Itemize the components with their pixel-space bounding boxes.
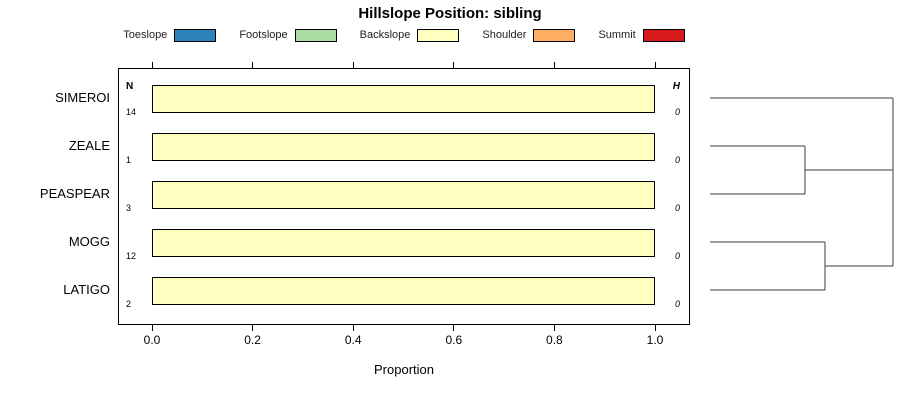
column-header-n: N [126,81,134,92]
series-label-latigo: LATIGO [63,282,110,297]
legend-label: Toeslope [123,29,168,41]
proportion-bar [152,181,655,209]
x-tick-label: 0.0 [143,333,161,347]
bar-segment-backslope [153,134,654,160]
pedon-count: 2 [126,299,132,309]
axis-tick [252,325,254,331]
x-axis-label: Proportion [374,362,434,377]
axis-tick [453,62,455,68]
legend-swatch-backslope [417,28,460,42]
legend-swatch-toeslope [174,28,217,42]
entropy-value: 0 [674,203,680,213]
x-tick-label: 0.2 [244,333,261,347]
legend-label: Shoulder [482,29,527,41]
entropy-value: 0 [674,107,680,117]
bar-row: 1 0 [119,133,689,167]
x-tick-label: 0.8 [546,333,563,347]
axis-tick [553,325,555,331]
legend-swatch-summit [642,28,685,42]
series-label-mogg: MOGG [68,234,110,249]
dendrogram [710,97,894,291]
series-label-peaspear: PEASPEAR [39,186,110,201]
legend: Toeslope Footslope Backslope Shoulder Su… [118,27,690,43]
axis-tick [553,62,555,68]
bar-row: 2 0 [119,277,689,311]
legend-item-shoulder: Shoulder [482,28,576,42]
legend-item-backslope: Backslope [359,28,460,42]
proportion-bar [152,85,655,113]
x-tick-label: 0.4 [344,333,362,347]
pedon-count: 3 [126,203,132,213]
bar-segment-backslope [153,86,654,112]
axis-tick [654,325,656,331]
legend-label: Summit [598,29,636,41]
bar-segment-backslope [153,230,654,256]
entropy-value: 0 [674,299,680,309]
bar-row: 12 0 [119,229,689,263]
plot-area: N H 14 0 1 0 3 0 12 0 2 0 [118,68,690,325]
series-label-simeroi: SIMEROI [55,90,110,105]
pedon-count: 12 [126,251,137,261]
proportion-bar [152,229,655,257]
legend-label: Backslope [359,29,411,41]
x-tick-label: 0.6 [445,333,463,347]
entropy-value: 0 [674,251,680,261]
axis-tick [352,325,354,331]
legend-label: Footslope [239,29,288,41]
axis-tick [252,62,254,68]
chart-title: Hillslope Position: sibling [358,5,542,22]
bar-segment-backslope [153,278,654,304]
axis-tick [151,325,153,331]
pedon-count: 1 [126,155,132,165]
proportion-bar [152,133,655,161]
column-header-h: H [672,81,680,92]
legend-swatch-shoulder [533,28,576,42]
x-tick-label: 1.0 [646,333,664,347]
bar-row: 14 0 [119,85,689,119]
proportion-bar [152,277,655,305]
pedon-count: 14 [126,107,137,117]
legend-item-footslope: Footslope [239,28,337,42]
bar-segment-backslope [153,182,654,208]
axis-tick [352,62,354,68]
axis-tick [453,325,455,331]
legend-item-toeslope: Toeslope [123,28,217,42]
entropy-value: 0 [674,155,680,165]
legend-swatch-footslope [294,28,337,42]
series-label-zeale: ZEALE [68,138,110,153]
bar-row: 3 0 [119,181,689,215]
axis-tick [151,62,153,68]
axis-tick [654,62,656,68]
legend-item-summit: Summit [598,28,685,42]
